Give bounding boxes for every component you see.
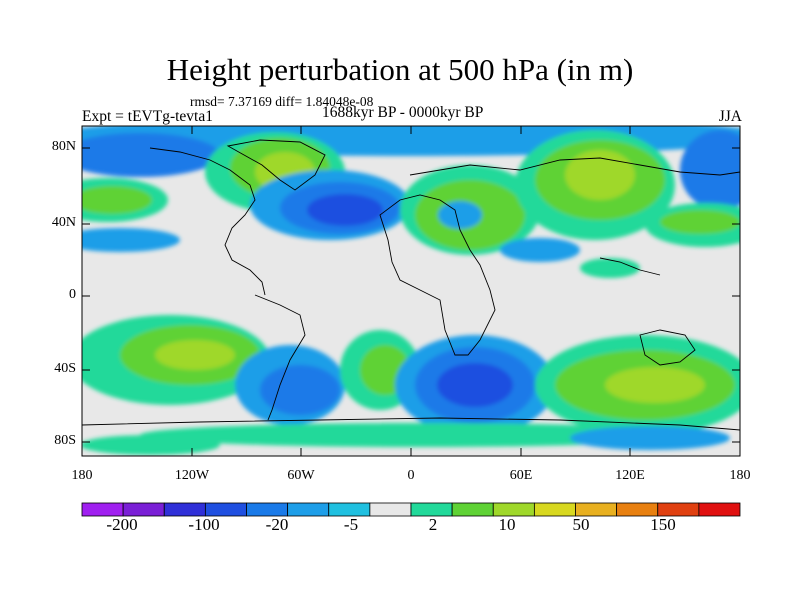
colorbar-label: -100 xyxy=(188,515,220,534)
colorbar-label: 2 xyxy=(428,515,438,534)
period-label: 1688kyr BP - 0000kyr BP xyxy=(322,104,484,121)
y-tick-label: 80S xyxy=(54,433,76,448)
x-tick-label: 0 xyxy=(407,468,415,483)
stats-line: rmsd= 7.37169 diff= 1.84048e-08 xyxy=(190,94,374,109)
x-tick-label: 180 xyxy=(729,468,751,483)
colorbar-label: -200 xyxy=(106,515,138,534)
y-tick-label: 40S xyxy=(54,361,76,376)
map-field xyxy=(82,126,740,456)
y-tick-label: 80N xyxy=(51,139,76,154)
coastlines xyxy=(82,139,740,431)
colorbar xyxy=(81,502,741,517)
colorbar-label: 50 xyxy=(572,515,590,534)
season-label: JJA xyxy=(718,108,742,125)
colorbar-label: 150 xyxy=(650,515,676,534)
x-tick-label: 60E xyxy=(509,468,533,483)
y-tick-label: 40N xyxy=(51,215,76,230)
axis-ticks xyxy=(81,126,741,456)
colorbar-swatch xyxy=(698,502,741,517)
x-tick-label: 120E xyxy=(615,468,645,483)
x-tick-label: 180 xyxy=(71,468,93,483)
x-tick-label: 60W xyxy=(287,468,315,483)
x-tick-label: 120W xyxy=(174,468,210,483)
colorbar-label: -20 xyxy=(265,515,289,534)
colorbar-label: 10 xyxy=(498,515,516,534)
map-title: Height perturbation at 500 hPa (in m) xyxy=(166,52,634,87)
colorbar-label: -5 xyxy=(343,515,359,534)
y-tick-label: 0 xyxy=(69,287,76,302)
experiment-label: Expt = tEVTg-tevta1 xyxy=(82,108,213,125)
